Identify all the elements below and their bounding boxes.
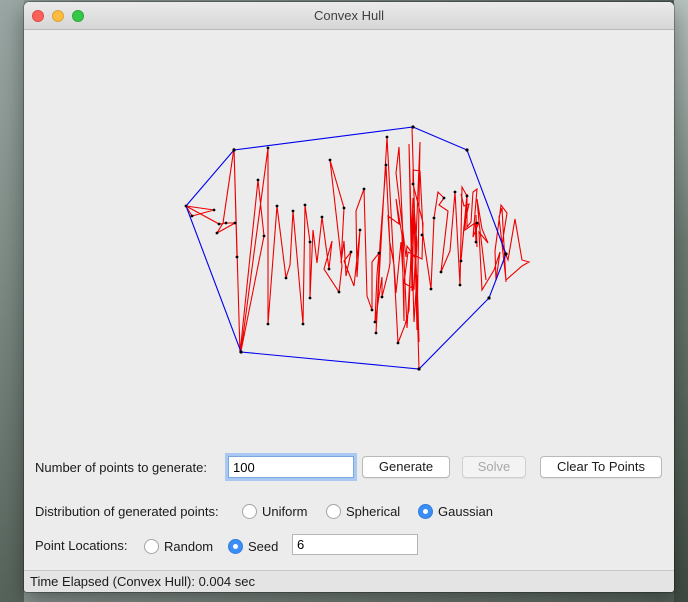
radio-random-label[interactable]: Random: [164, 539, 214, 554]
radio-gaussian[interactable]: [418, 504, 433, 519]
zoom-window-button[interactable]: [72, 10, 84, 22]
point-path: [185, 126, 531, 370]
point-locations-label: Point Locations:: [35, 538, 128, 553]
title-bar: Convex Hull: [24, 2, 674, 30]
solve-button[interactable]: Solve: [462, 456, 526, 478]
minimize-window-button[interactable]: [52, 10, 64, 22]
radio-uniform-label[interactable]: Uniform: [262, 504, 308, 519]
radio-uniform[interactable]: [242, 504, 257, 519]
status-bar: Time Elapsed (Convex Hull): 0.004 sec: [24, 570, 674, 592]
radio-seed[interactable]: [228, 539, 243, 554]
seed-input[interactable]: [292, 534, 418, 555]
point-path-line: [185, 136, 531, 354]
point-markers: [184, 125, 508, 371]
close-window-button[interactable]: [32, 10, 44, 22]
generate-button[interactable]: Generate: [362, 456, 450, 478]
app-window: Convex Hull: [24, 2, 674, 592]
status-text: Time Elapsed (Convex Hull): 0.004 sec: [30, 574, 255, 589]
radio-spherical[interactable]: [326, 504, 341, 519]
clear-to-points-button[interactable]: Clear To Points: [540, 456, 662, 478]
desktop-background-left: [0, 0, 24, 602]
hull-canvas: [184, 125, 531, 371]
num-points-input[interactable]: [228, 456, 354, 478]
radio-random[interactable]: [144, 539, 159, 554]
desktop-background-right: [674, 0, 688, 602]
radio-gaussian-label[interactable]: Gaussian: [438, 504, 493, 519]
num-points-label: Number of points to generate:: [35, 460, 207, 475]
window-title: Convex Hull: [313, 8, 385, 23]
radio-seed-label[interactable]: Seed: [248, 539, 279, 554]
point-path-line-3: [460, 193, 478, 262]
distribution-label: Distribution of generated points:: [35, 504, 219, 519]
radio-spherical-label[interactable]: Spherical: [346, 504, 401, 519]
